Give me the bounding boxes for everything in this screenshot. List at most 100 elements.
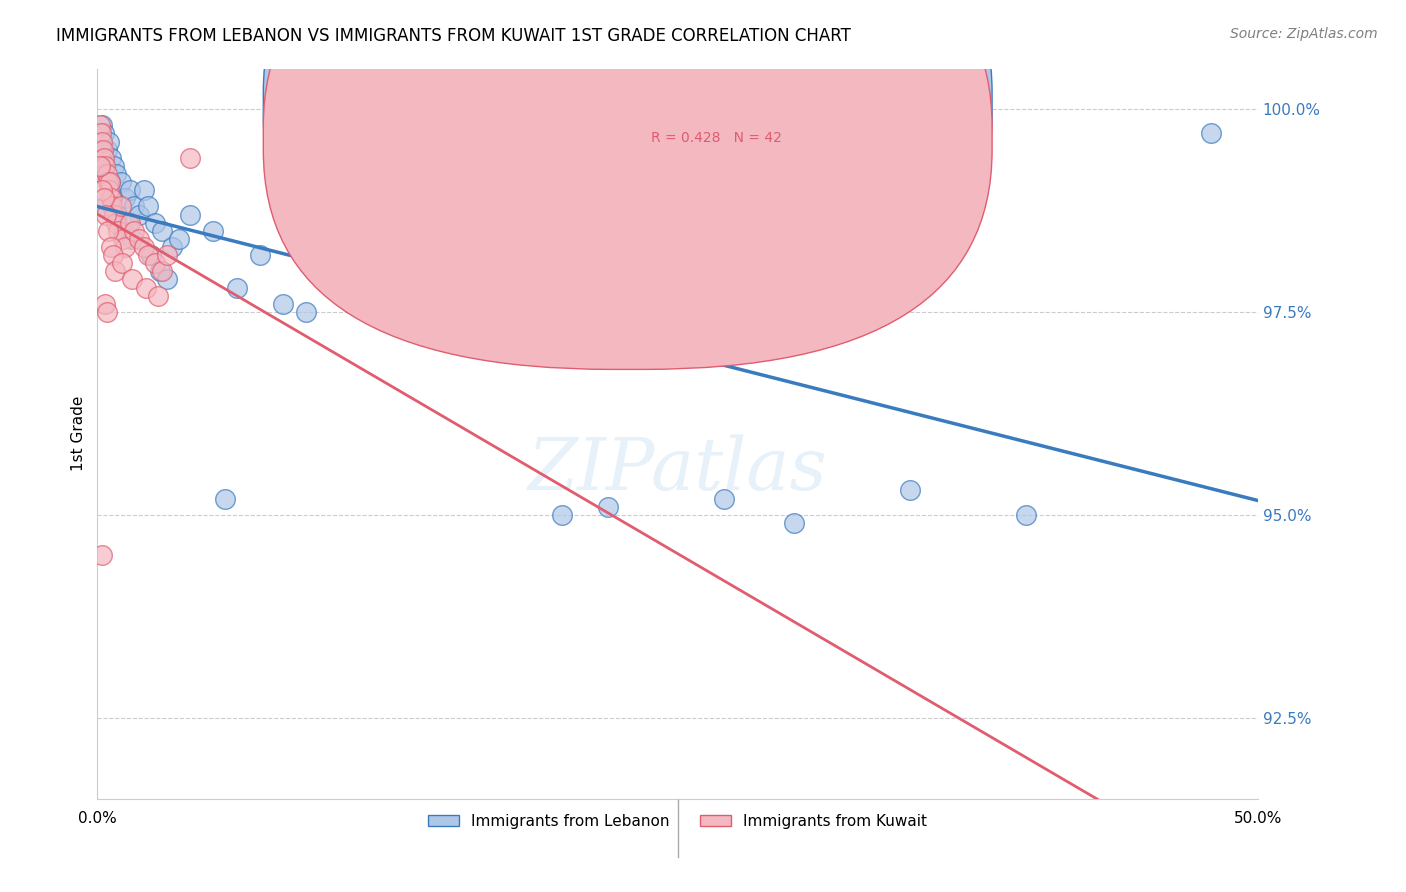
Point xyxy=(98,175,121,189)
Point xyxy=(104,264,127,278)
FancyBboxPatch shape xyxy=(591,76,869,170)
Point xyxy=(90,127,112,141)
Point xyxy=(139,248,162,262)
Point xyxy=(97,224,120,238)
Point xyxy=(101,199,124,213)
Point xyxy=(295,305,318,319)
Point xyxy=(118,216,141,230)
Point xyxy=(214,491,236,506)
Point xyxy=(105,208,128,222)
Point xyxy=(104,216,127,230)
Point xyxy=(124,224,146,238)
Point xyxy=(93,151,115,165)
Point xyxy=(146,289,169,303)
Point xyxy=(782,516,804,530)
FancyBboxPatch shape xyxy=(263,0,993,369)
Text: Source: ZipAtlas.com: Source: ZipAtlas.com xyxy=(1230,27,1378,41)
Point xyxy=(411,297,433,311)
Point xyxy=(94,159,117,173)
Point xyxy=(145,256,167,270)
Point xyxy=(128,208,150,222)
Point xyxy=(97,175,120,189)
Point xyxy=(117,216,139,230)
Point xyxy=(114,191,136,205)
Point xyxy=(91,549,114,563)
Point xyxy=(111,232,134,246)
Point xyxy=(713,491,735,506)
Point xyxy=(1201,127,1223,141)
Point xyxy=(91,118,114,132)
Point xyxy=(100,151,122,165)
Point xyxy=(103,208,125,222)
FancyBboxPatch shape xyxy=(263,0,993,335)
Point xyxy=(110,199,132,213)
Point xyxy=(103,159,125,173)
Point xyxy=(104,167,127,181)
Point xyxy=(1015,508,1038,522)
Point xyxy=(101,191,124,205)
Point xyxy=(121,272,143,286)
Point xyxy=(249,248,271,262)
Point xyxy=(110,175,132,189)
Text: R = 0.222   N = 51: R = 0.222 N = 51 xyxy=(651,96,782,111)
Point xyxy=(93,191,115,205)
Point xyxy=(94,199,117,213)
Point xyxy=(93,127,115,141)
Point xyxy=(135,280,157,294)
Point xyxy=(457,175,479,189)
Point xyxy=(271,297,294,311)
Point xyxy=(89,118,111,132)
Point xyxy=(111,256,134,270)
Point xyxy=(100,240,122,254)
Point xyxy=(138,248,160,262)
Point xyxy=(89,159,111,173)
Point xyxy=(132,240,155,254)
Point xyxy=(898,483,921,498)
Point xyxy=(550,508,572,522)
Legend: Immigrants from Lebanon, Immigrants from Kuwait: Immigrants from Lebanon, Immigrants from… xyxy=(422,808,934,835)
Point xyxy=(364,264,387,278)
Point xyxy=(121,232,143,246)
Point xyxy=(98,175,121,189)
Point xyxy=(202,224,225,238)
Point xyxy=(91,167,114,181)
Text: ZIPatlas: ZIPatlas xyxy=(527,435,827,506)
Text: 0.0%: 0.0% xyxy=(77,811,117,826)
Point xyxy=(179,151,201,165)
Text: IMMIGRANTS FROM LEBANON VS IMMIGRANTS FROM KUWAIT 1ST GRADE CORRELATION CHART: IMMIGRANTS FROM LEBANON VS IMMIGRANTS FR… xyxy=(56,27,851,45)
Point xyxy=(100,191,122,205)
Point xyxy=(457,313,479,327)
Point xyxy=(96,208,118,222)
Point xyxy=(101,248,124,262)
Text: 50.0%: 50.0% xyxy=(1233,811,1282,826)
Point xyxy=(156,248,179,262)
Point xyxy=(96,143,118,157)
Point xyxy=(118,183,141,197)
Point xyxy=(596,500,619,514)
Point xyxy=(96,305,118,319)
Point xyxy=(318,183,340,197)
Point xyxy=(132,183,155,197)
Point xyxy=(124,199,146,213)
Point xyxy=(111,224,134,238)
Text: R = 0.428   N = 42: R = 0.428 N = 42 xyxy=(651,131,782,145)
Point xyxy=(89,159,111,173)
Point xyxy=(94,297,117,311)
Point xyxy=(96,167,118,181)
Point xyxy=(91,143,114,157)
Point xyxy=(150,224,173,238)
Point xyxy=(179,208,201,222)
Y-axis label: 1st Grade: 1st Grade xyxy=(72,396,86,471)
Point xyxy=(97,135,120,149)
Point xyxy=(91,135,114,149)
Point xyxy=(225,280,247,294)
Point xyxy=(149,264,172,278)
Point xyxy=(150,264,173,278)
Point xyxy=(160,240,183,254)
Point xyxy=(97,183,120,197)
Point xyxy=(128,232,150,246)
Point xyxy=(107,224,129,238)
Point xyxy=(666,167,689,181)
Point xyxy=(138,199,160,213)
Point xyxy=(145,216,167,230)
